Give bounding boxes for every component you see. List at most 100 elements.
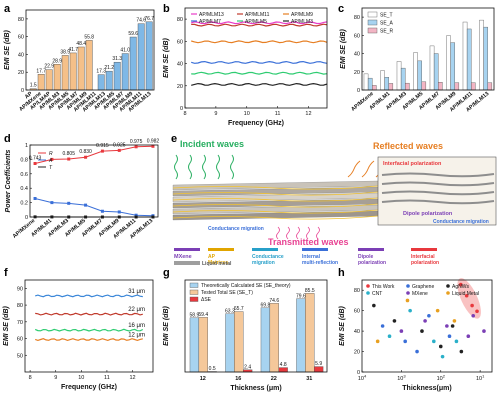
y-tick-label: 0 <box>357 88 360 94</box>
plot-frame <box>25 9 155 91</box>
chart-b: EMI SE (dB) 0 20 40 60 80 8 9 10 11 12 Frequency (G… <box>163 7 328 127</box>
series-line <box>34 145 153 164</box>
bar <box>413 52 418 91</box>
bar <box>198 317 208 373</box>
legend-label-interfacial: Interfacial <box>411 254 435 260</box>
legend-label: AP/MLM13 <box>199 12 224 18</box>
y-axis-label: EMI SE (dB) <box>339 306 346 346</box>
series-line <box>34 198 153 217</box>
conduction-label-top: Conductance migration <box>433 219 489 225</box>
legend-swatch <box>189 282 199 288</box>
plot-frame <box>24 279 154 373</box>
data-point <box>84 203 88 207</box>
bar <box>113 61 121 91</box>
bar-data-label: 21.2 <box>104 65 114 71</box>
series-label: 31 μm <box>128 289 145 295</box>
x-tick-label: 12 <box>305 111 311 117</box>
x-tick-label: 103 <box>397 374 406 383</box>
bar-data-label: 4.8 <box>280 362 287 368</box>
series-line <box>191 82 328 86</box>
bar <box>421 81 427 91</box>
scatter-point <box>403 339 407 344</box>
legend-label-conduction: Conductance <box>252 254 284 260</box>
bar <box>61 55 69 91</box>
bar <box>225 313 235 373</box>
bar <box>479 19 484 91</box>
scatter-point <box>464 293 469 298</box>
bar <box>97 74 105 91</box>
bar <box>278 367 288 373</box>
data-point <box>33 196 37 200</box>
ap-fiber <box>172 203 379 208</box>
bar-data-label: 85.5 <box>305 288 315 294</box>
bar <box>269 303 279 373</box>
scatter-point <box>454 339 459 344</box>
bar <box>462 21 468 91</box>
x-tick-label: 104 <box>358 374 367 383</box>
data-point <box>117 210 121 214</box>
y-tick-label: 20 <box>354 70 360 76</box>
scatter-point <box>420 329 424 333</box>
series-label: 22 μm <box>128 307 145 313</box>
bar <box>85 40 93 91</box>
scatter-point <box>466 334 471 339</box>
data-label: 0.975 <box>130 139 143 145</box>
panel-label-h: h <box>338 267 345 279</box>
y-tick-label: 60 <box>354 309 360 315</box>
legend-label-conduction-2: migration <box>252 260 275 266</box>
reflected-wave <box>361 160 375 178</box>
ap-fiber <box>172 197 379 202</box>
bar <box>137 23 145 91</box>
incident-wave <box>230 154 234 180</box>
scatter-point <box>387 334 392 339</box>
y-tick-label: 60 <box>17 337 23 343</box>
bar-data-label: 63.3 <box>225 308 235 314</box>
scatter-point <box>471 313 476 318</box>
x-axis-label: Thickness(μm) <box>402 385 451 392</box>
reflected-label: Reflected waves <box>373 141 443 151</box>
incident-label: Incident waves <box>180 139 244 149</box>
x-tick-label: 22 <box>271 376 277 382</box>
legend-label: AP/MLM11 <box>245 12 270 18</box>
y-tick-label: 40 <box>18 52 24 58</box>
scatter-point <box>380 324 385 328</box>
legend-swatch <box>366 284 370 288</box>
legend-label: AP/MLM5 <box>245 19 267 25</box>
scatter-point <box>475 309 479 314</box>
bar-data-label: 0.5 <box>209 366 216 372</box>
scatter-point <box>470 303 474 308</box>
legend-label: AP/MLM7 <box>199 19 221 25</box>
x-tick-label: 11 <box>275 111 281 117</box>
chart-c: EMI SE (dB)020406080AP/MXeneAP/MLM1AP/ML… <box>340 7 495 113</box>
legend-swatch <box>406 284 410 288</box>
bar <box>145 21 153 91</box>
y-tick-label: 40 <box>354 52 360 58</box>
scatter-point <box>440 354 445 359</box>
y-tick-label: 50 <box>17 353 23 359</box>
legend-label: SE_A <box>380 21 393 27</box>
panel-label-d: d <box>4 133 11 145</box>
bar-data-label: 76.7 <box>144 16 154 22</box>
bar <box>367 77 373 91</box>
panel-label-e: e <box>171 133 177 145</box>
bar <box>121 53 129 91</box>
legend-label: AgNWs <box>452 284 469 290</box>
y-tick-label: 60 <box>18 35 24 41</box>
legend-swatch-liquid-metal <box>174 261 200 265</box>
bar-data-label: 41.7 <box>68 47 78 53</box>
series-label: 16 μm <box>128 323 145 329</box>
bar-data-label: 55.8 <box>84 34 94 40</box>
y-tick-label: 40 <box>177 62 183 68</box>
bar-data-label: 65.7 <box>234 306 244 312</box>
y-tick-label: 0 <box>21 88 24 94</box>
legend-label-ap-2: Matrices <box>208 260 229 266</box>
bar <box>446 35 451 91</box>
data-point <box>134 145 138 149</box>
legend-label-ap: AP <box>208 254 216 260</box>
series-line <box>35 294 143 298</box>
bar <box>296 298 306 373</box>
bar <box>471 82 476 91</box>
ap-fiber <box>172 191 379 196</box>
x-tick-label: AP <box>24 91 34 101</box>
bar <box>384 77 389 91</box>
